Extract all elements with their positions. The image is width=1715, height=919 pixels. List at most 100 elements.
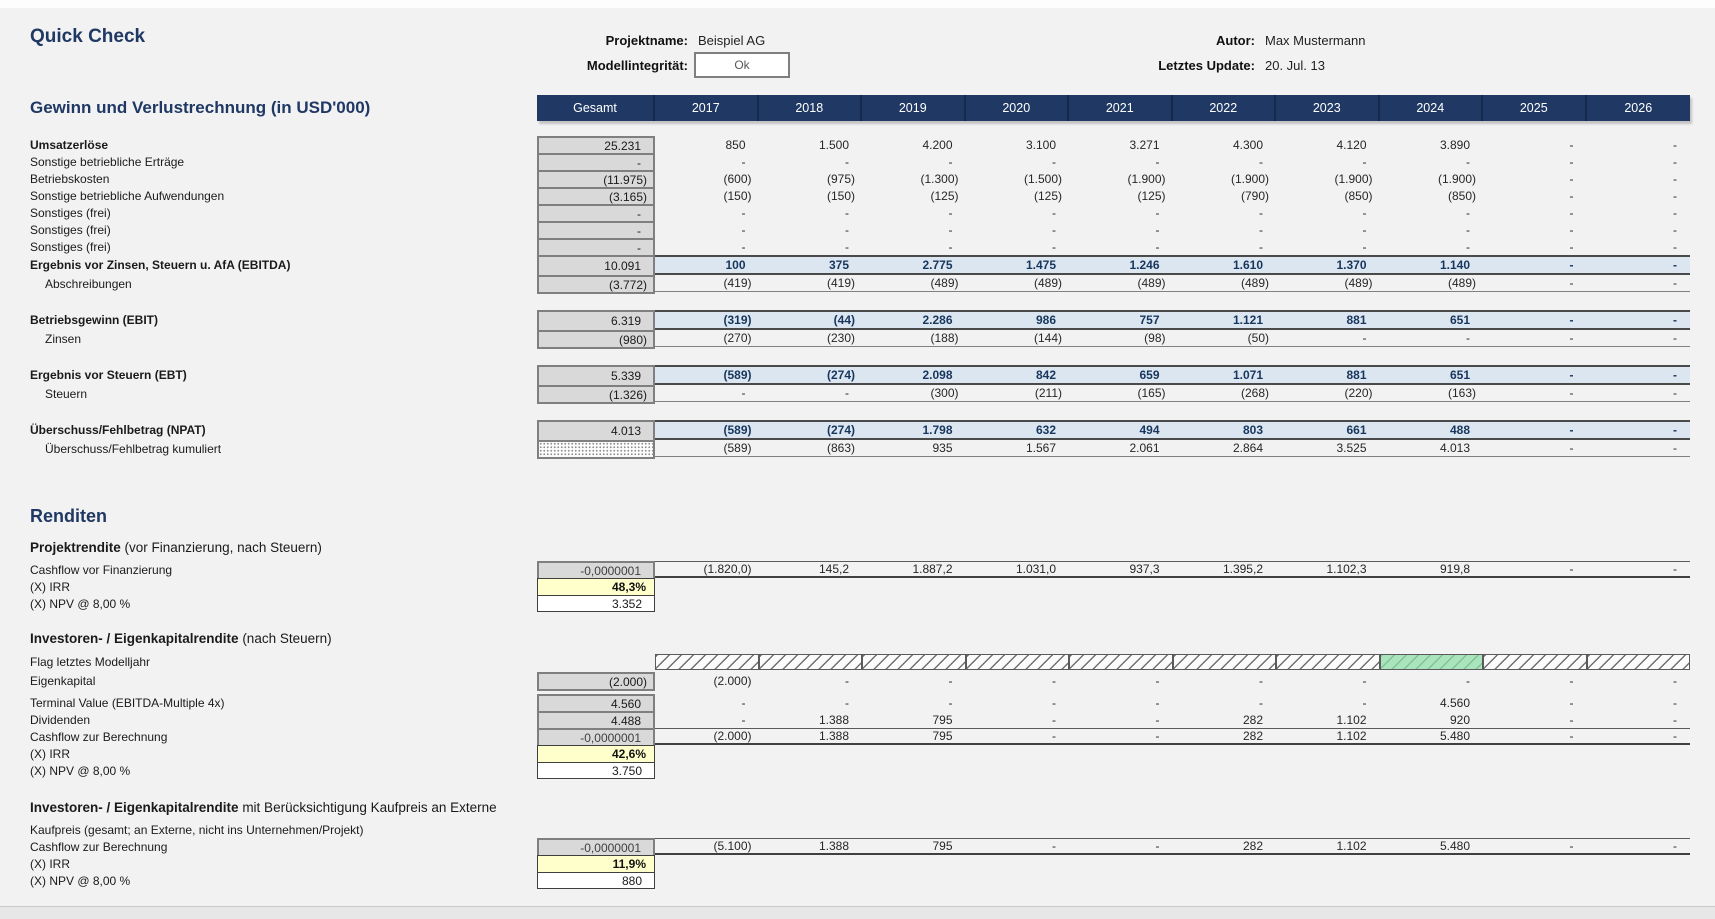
cell-value[interactable]: - xyxy=(1673,673,1677,688)
cell-value[interactable]: - xyxy=(1052,673,1056,688)
flag-cell[interactable] xyxy=(862,654,966,670)
cell-value[interactable]: - xyxy=(965,728,1069,745)
cell-value[interactable]: 494 xyxy=(1069,420,1173,440)
cell-value[interactable]: (489) xyxy=(965,275,1069,292)
cell-value[interactable]: 282 xyxy=(1172,838,1276,855)
cell-value[interactable]: (489) xyxy=(1172,275,1276,292)
cell-value[interactable]: - xyxy=(1673,171,1677,186)
cell-value[interactable]: - xyxy=(1586,440,1690,457)
cell-value[interactable]: (2.000) xyxy=(655,728,759,745)
cell-value[interactable]: - xyxy=(1052,695,1056,710)
cell-value[interactable]: - xyxy=(1673,239,1677,254)
cell-value[interactable]: (863) xyxy=(758,440,862,457)
cell-value[interactable]: 1.246 xyxy=(1069,255,1173,275)
cell-value[interactable]: 850 xyxy=(725,137,746,152)
cell-value[interactable]: - xyxy=(1586,420,1690,440)
cell-value[interactable]: - xyxy=(741,222,746,237)
cell-value[interactable]: 2.061 xyxy=(1069,440,1173,457)
cell-gesamt[interactable] xyxy=(537,440,655,459)
cell-value[interactable]: 2.864 xyxy=(1172,440,1276,457)
cell-value[interactable]: 1.140 xyxy=(1379,255,1483,275)
cell-gesamt[interactable]: -0,0000001 xyxy=(537,561,655,580)
flag-cell[interactable] xyxy=(1483,654,1587,670)
cell-value[interactable]: 1.388 xyxy=(818,712,849,727)
cell-value[interactable]: 1.395,2 xyxy=(1172,561,1276,578)
cell-value[interactable]: (230) xyxy=(758,330,862,347)
cell-value[interactable]: (790) xyxy=(1240,188,1269,203)
cell-value[interactable]: 4.013 xyxy=(1379,440,1483,457)
cell-value[interactable]: - xyxy=(1259,205,1263,220)
cell-value[interactable]: 1.370 xyxy=(1276,255,1380,275)
cell-value[interactable]: - xyxy=(948,154,953,169)
cell-value[interactable]: - xyxy=(1259,673,1263,688)
cell-value[interactable]: 1.071 xyxy=(1172,365,1276,385)
cell-value[interactable]: - xyxy=(1362,239,1367,254)
cell-value[interactable]: (1.900) xyxy=(1437,171,1476,186)
cell-value[interactable]: - xyxy=(1155,222,1160,237)
cell-value[interactable]: (1.820,0) xyxy=(655,561,759,578)
cell-value[interactable]: (5.100) xyxy=(655,838,759,855)
cell-value[interactable]: (1.900) xyxy=(1230,171,1269,186)
cell-value[interactable]: - xyxy=(1155,712,1160,727)
cell-value[interactable]: 632 xyxy=(965,420,1069,440)
cell-gesamt[interactable]: 3.352 xyxy=(537,595,655,612)
cell-value[interactable]: (319) xyxy=(655,310,759,330)
cell-value[interactable]: - xyxy=(845,239,849,254)
cell-value[interactable]: (50) xyxy=(1172,330,1276,347)
model-integrity-status-box[interactable]: Ok xyxy=(694,52,790,78)
cell-gesamt[interactable]: (2.000) xyxy=(537,672,655,691)
cell-value[interactable]: 488 xyxy=(1379,420,1483,440)
cell-value[interactable]: - xyxy=(1586,330,1690,347)
cell-gesamt[interactable]: (11.975) xyxy=(537,170,655,189)
cell-value[interactable]: (274) xyxy=(758,365,862,385)
cell-value[interactable]: (1.500) xyxy=(1023,171,1062,186)
cell-value[interactable]: - xyxy=(1673,695,1677,710)
cell-value[interactable]: - xyxy=(1586,255,1690,275)
cell-value[interactable]: 659 xyxy=(1069,365,1173,385)
cell-value[interactable]: - xyxy=(1483,310,1587,330)
cell-value[interactable]: (44) xyxy=(758,310,862,330)
cell-value[interactable]: (125) xyxy=(1137,188,1166,203)
cell-value[interactable]: (270) xyxy=(655,330,759,347)
cell-value[interactable]: - xyxy=(758,385,862,402)
cell-value[interactable]: 842 xyxy=(965,365,1069,385)
cell-value[interactable]: 1.388 xyxy=(758,728,862,745)
cell-value[interactable]: - xyxy=(1569,137,1574,152)
cell-value[interactable]: 2.098 xyxy=(862,365,966,385)
cell-value[interactable]: 1.475 xyxy=(965,255,1069,275)
cell-value[interactable]: 2.286 xyxy=(862,310,966,330)
cell-gesamt[interactable]: (1.326) xyxy=(537,385,655,404)
cell-value[interactable]: - xyxy=(948,222,953,237)
cell-value[interactable]: (144) xyxy=(965,330,1069,347)
cell-value[interactable]: - xyxy=(1673,222,1677,237)
cell-value[interactable]: 1.102 xyxy=(1336,712,1367,727)
cell-value[interactable]: - xyxy=(1569,712,1574,727)
cell-value[interactable]: (489) xyxy=(1276,275,1380,292)
cell-value[interactable]: 3.890 xyxy=(1439,137,1470,152)
cell-value[interactable]: - xyxy=(1673,154,1677,169)
cell-value[interactable]: 2.775 xyxy=(862,255,966,275)
cell-value[interactable]: 145,2 xyxy=(758,561,862,578)
cell-value[interactable]: - xyxy=(965,838,1069,855)
cell-gesamt[interactable]: 3.750 xyxy=(537,762,655,779)
cell-value[interactable]: - xyxy=(1069,838,1173,855)
cell-value[interactable]: - xyxy=(1483,838,1587,855)
cell-value[interactable]: (975) xyxy=(826,171,855,186)
cell-value[interactable]: 937,3 xyxy=(1069,561,1173,578)
cell-value[interactable]: - xyxy=(948,695,953,710)
cell-value[interactable]: 1.102 xyxy=(1276,728,1380,745)
cell-value[interactable]: (589) xyxy=(655,365,759,385)
cell-gesamt[interactable]: 10.091 xyxy=(537,255,655,277)
cell-value[interactable]: - xyxy=(1259,222,1263,237)
cell-value[interactable]: - xyxy=(1052,239,1056,254)
cell-value[interactable]: 795 xyxy=(862,838,966,855)
cell-value[interactable]: (489) xyxy=(862,275,966,292)
cell-value[interactable]: - xyxy=(1483,420,1587,440)
cell-value[interactable]: 795 xyxy=(862,728,966,745)
cell-value[interactable]: 920 xyxy=(1449,712,1470,727)
cell-value[interactable]: - xyxy=(1586,838,1690,855)
cell-value[interactable]: 881 xyxy=(1276,310,1380,330)
cell-value[interactable]: 375 xyxy=(758,255,862,275)
cell-value[interactable]: 3.525 xyxy=(1276,440,1380,457)
cell-value[interactable]: - xyxy=(1569,154,1574,169)
